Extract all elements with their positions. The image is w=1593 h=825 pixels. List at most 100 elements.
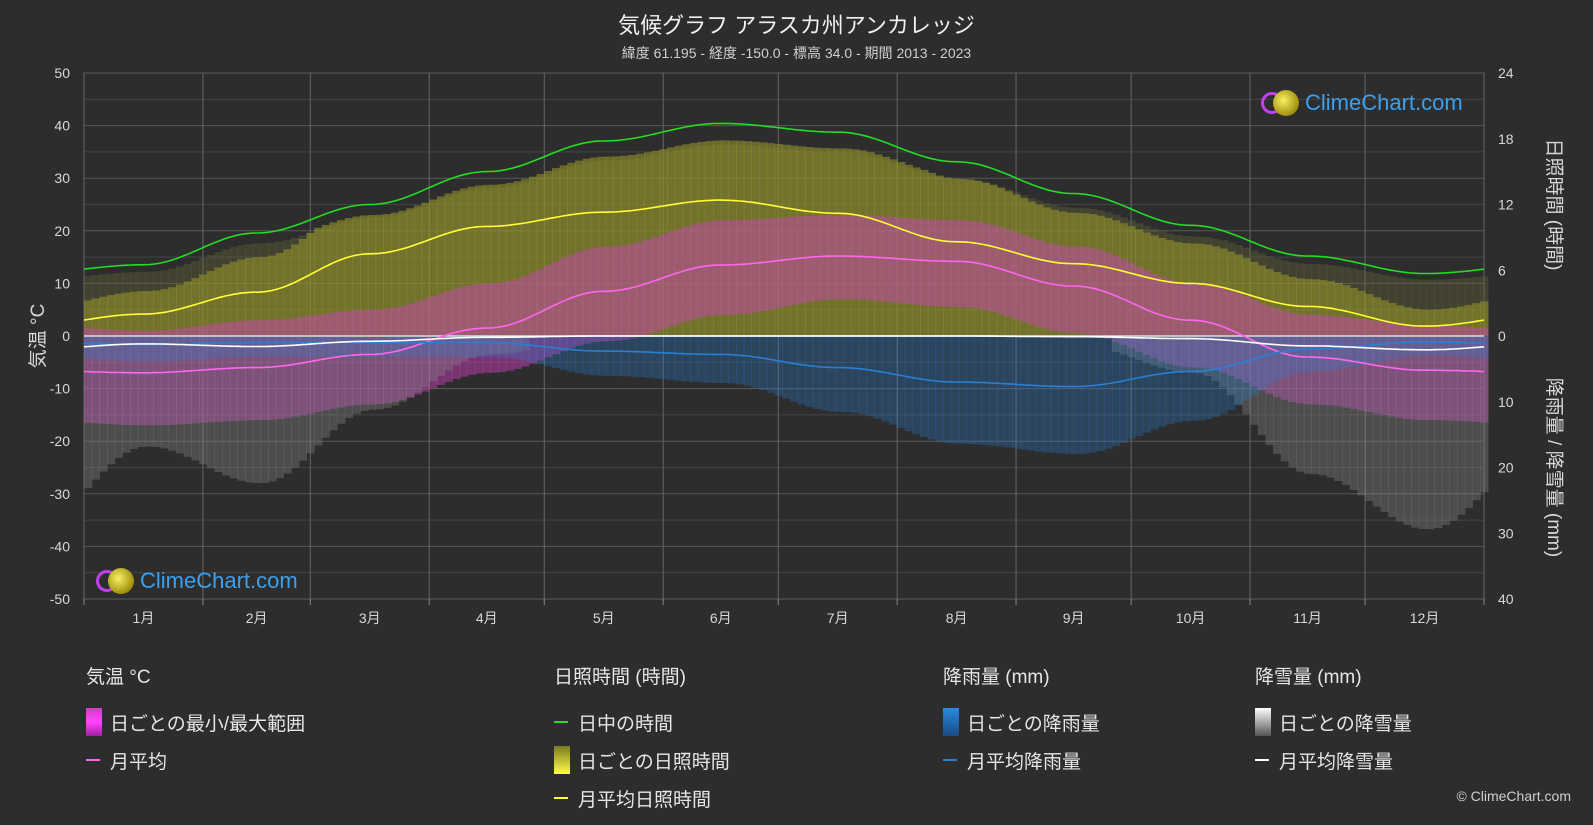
daily-sunshine-bar bbox=[298, 238, 308, 336]
daily-sunshine-bar bbox=[582, 158, 591, 336]
daily-snow-bar bbox=[1342, 336, 1351, 486]
daily-temp-range-bar bbox=[559, 258, 568, 352]
daily-temp-range-bar bbox=[943, 220, 952, 307]
daily-snow-bar bbox=[1418, 336, 1428, 529]
daily-rain-bar bbox=[943, 336, 952, 443]
daily-snow-bar bbox=[1334, 336, 1343, 481]
daily-snow-bar bbox=[1150, 336, 1159, 366]
daily-rain-bar bbox=[682, 336, 691, 382]
daily-temp-range-bar bbox=[1027, 237, 1036, 325]
daily-snow-bar bbox=[84, 336, 93, 488]
daily-temp-range-bar bbox=[812, 215, 822, 301]
daily-sunshine-bar bbox=[176, 284, 185, 336]
daily-rain-bar bbox=[413, 336, 423, 358]
daily-sunshine-bar bbox=[467, 186, 476, 336]
daily-rain-bar bbox=[314, 336, 323, 358]
daily-sunshine-bar bbox=[1464, 304, 1474, 336]
daily-temp-range-bar bbox=[1380, 322, 1389, 416]
daily-temp-range-bar bbox=[1035, 240, 1044, 327]
daily-rain-bar bbox=[628, 336, 637, 377]
daily-sunshine-bar bbox=[183, 281, 192, 336]
daily-sunshine-bar bbox=[644, 152, 653, 336]
daily-sunshine-bar bbox=[544, 171, 553, 336]
daily-snow-bar bbox=[229, 336, 239, 479]
daily-snow-bar bbox=[99, 336, 108, 472]
daily-temp-range-bar bbox=[590, 247, 599, 343]
daily-rain-bar bbox=[551, 336, 561, 369]
daily-snow-bar bbox=[337, 336, 346, 424]
daily-temp-range-bar bbox=[966, 220, 975, 308]
chart-subtitle: 緯度 61.195 - 経度 -150.0 - 標高 34.0 - 期間 201… bbox=[621, 45, 972, 61]
daily-sunshine-bar bbox=[1242, 258, 1251, 336]
daily-temp-range-bar bbox=[851, 215, 860, 300]
daily-sunshine-bar bbox=[360, 215, 369, 336]
daily-sunshine-bar bbox=[168, 287, 177, 336]
temp-range-swatch bbox=[86, 708, 102, 736]
daily-rain-bar bbox=[1365, 336, 1374, 364]
daily-snow-bar bbox=[260, 336, 269, 484]
daily-sunshine-bar bbox=[613, 156, 622, 336]
daily-snow-bar bbox=[1365, 336, 1374, 501]
logo-bottom: ClimeChart.com bbox=[96, 568, 298, 594]
daily-temp-range-bar bbox=[214, 323, 223, 422]
daily-sunshine-bar bbox=[1073, 212, 1082, 336]
daily-sunshine-bar bbox=[989, 185, 998, 336]
daily-rain-bar bbox=[467, 336, 476, 358]
daily-rain-bar bbox=[1480, 336, 1489, 359]
daily-rain-bar bbox=[743, 336, 752, 386]
daily-temp-range-bar bbox=[260, 320, 269, 421]
sunshine-avg-line bbox=[83, 199, 1485, 327]
daily-sunshine-bar bbox=[881, 156, 891, 336]
daily-sunshine-bar bbox=[1081, 213, 1090, 336]
legend-item: 日ごとの降雨量 bbox=[943, 703, 1100, 741]
daily-temp-range-bar bbox=[912, 218, 921, 305]
daily-rain-bar bbox=[1311, 336, 1320, 372]
daily-snow-bar bbox=[199, 336, 208, 465]
daily-sunshine-bar bbox=[1165, 240, 1174, 336]
daylight-envelope-bar bbox=[1434, 279, 1443, 336]
daily-sunshine-bar bbox=[191, 278, 200, 336]
daily-rain-bar bbox=[1334, 336, 1343, 370]
daily-temp-range-bar bbox=[413, 301, 423, 395]
daily-rain-bar bbox=[644, 336, 653, 378]
legend-item: 月平均降雪量 bbox=[1255, 741, 1412, 779]
daily-temp-range-bar bbox=[1280, 311, 1289, 400]
daily-sunshine-bar bbox=[1280, 274, 1289, 336]
daily-sunshine-bar bbox=[1250, 261, 1259, 336]
daily-temp-range-bar bbox=[137, 330, 146, 426]
daily-sunshine-bar bbox=[574, 160, 584, 336]
daily-sunshine-bar bbox=[1311, 279, 1320, 336]
daily-sunshine-bar bbox=[1227, 251, 1236, 336]
y-right-bottom-axis-label: 降雨量 / 降雪量 (mm) bbox=[1543, 378, 1565, 557]
daily-sunshine-bar bbox=[398, 210, 407, 336]
daily-temp-range-bar bbox=[881, 216, 891, 302]
daily-sunshine-bar bbox=[1388, 303, 1397, 336]
daily-sunshine-bar bbox=[436, 196, 446, 336]
daily-temp-range-bar bbox=[1296, 314, 1305, 404]
daily-rain-bar bbox=[751, 336, 760, 388]
daily-temp-range-bar bbox=[268, 319, 277, 420]
daily-temp-range-bar bbox=[398, 305, 407, 400]
daily-temp-range-bar bbox=[114, 330, 123, 425]
chart-title: 気候グラフ アラスカ州アンカレッジ bbox=[618, 13, 975, 38]
daily-temp-range-bar bbox=[275, 319, 285, 420]
daily-rain-bar bbox=[1280, 336, 1289, 378]
daily-snow-bar bbox=[252, 336, 262, 484]
daily-temp-range-bar bbox=[160, 330, 169, 426]
daily-snow-bar bbox=[1134, 336, 1144, 361]
daily-temp-range-bar bbox=[291, 317, 300, 417]
daily-snow-bar bbox=[1250, 336, 1259, 425]
daily-temp-range-bar bbox=[459, 286, 469, 377]
daily-sunshine-bar bbox=[766, 143, 776, 336]
daily-temp-range-bar bbox=[1311, 314, 1320, 405]
daily-temp-range-bar bbox=[467, 285, 476, 375]
daily-temp-range-bar bbox=[996, 227, 1006, 315]
daily-sunshine-bar bbox=[206, 270, 216, 336]
daily-snow-bar bbox=[122, 336, 131, 453]
daily-sunshine-bar bbox=[452, 190, 461, 336]
daily-rain-bar bbox=[1449, 336, 1458, 357]
daily-rain-bar bbox=[1096, 336, 1105, 451]
daily-sunshine-bar bbox=[536, 173, 545, 336]
daily-rain-bar bbox=[168, 336, 177, 361]
